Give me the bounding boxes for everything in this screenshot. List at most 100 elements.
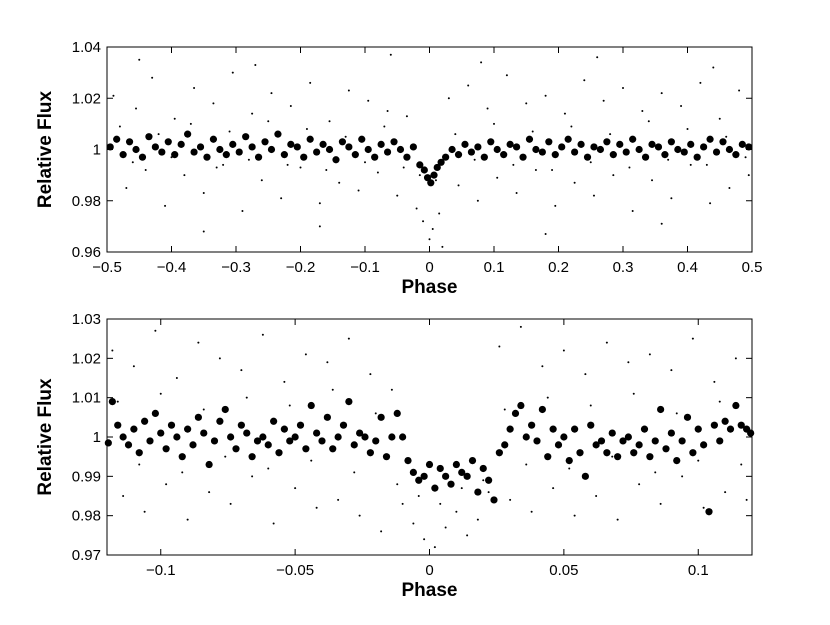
data-point	[660, 222, 663, 225]
binned-data-point	[173, 433, 181, 441]
binned-data-point	[558, 143, 566, 151]
y-tick-label: 0.96	[72, 244, 101, 261]
data-point	[143, 510, 146, 513]
data-point	[358, 514, 361, 517]
data-point	[193, 87, 196, 89]
data-point	[444, 526, 447, 529]
binned-data-point	[377, 413, 385, 421]
binned-data-point	[673, 457, 681, 465]
binned-data-point	[205, 460, 213, 469]
data-point	[641, 110, 644, 113]
x-tick-label: 0.1	[484, 259, 505, 276]
binned-data-point	[640, 425, 649, 433]
binned-data-point	[485, 476, 493, 484]
binned-data-point	[203, 153, 211, 161]
binned-data-point	[270, 417, 278, 425]
data-point	[439, 502, 442, 505]
data-point	[631, 210, 634, 212]
data-point	[325, 169, 328, 171]
data-point	[596, 56, 599, 59]
binned-data-point	[291, 433, 299, 441]
binned-data-point	[393, 409, 401, 417]
data-point	[154, 329, 157, 332]
data-point	[712, 66, 715, 69]
binned-data-point	[350, 441, 358, 449]
data-point	[602, 99, 605, 102]
data-point	[289, 104, 292, 107]
data-point	[144, 169, 147, 171]
binned-data-point	[254, 153, 263, 161]
data-point	[628, 166, 631, 169]
data-point	[568, 467, 571, 470]
x-tick-label: −0.1	[146, 562, 176, 579]
binned-data-point	[694, 425, 702, 433]
binned-data-point	[177, 140, 185, 148]
data-point	[595, 495, 598, 497]
data-point	[476, 518, 479, 521]
data-point	[151, 76, 154, 79]
data-point	[563, 112, 566, 115]
y-tick-label: 1.01	[72, 390, 101, 407]
data-point	[228, 130, 231, 133]
y-tick-label: 1	[93, 142, 101, 159]
binned-data-point	[190, 148, 198, 156]
binned-data-point	[737, 421, 745, 429]
binned-data-point	[597, 437, 606, 445]
y-tick-label: 1.04	[72, 39, 101, 56]
data-point	[112, 94, 115, 97]
binned-data-point	[151, 409, 159, 417]
binned-data-point	[390, 138, 398, 146]
binned-data-point	[452, 460, 460, 469]
binned-data-point	[533, 437, 541, 445]
data-point	[670, 369, 673, 372]
binned-data-point	[130, 425, 138, 433]
binned-data-point	[229, 140, 237, 148]
binned-data-point	[480, 153, 488, 161]
binned-data-point	[576, 449, 584, 457]
binned-data-point	[596, 145, 605, 154]
binned-data-point	[280, 151, 288, 159]
x-axis-title: Phase	[402, 277, 458, 298]
binned-data-point	[616, 140, 624, 148]
data-point	[647, 120, 650, 123]
binned-data-point	[259, 433, 267, 441]
binned-data-point	[437, 158, 445, 166]
data-point	[573, 514, 576, 517]
data-point	[431, 227, 434, 230]
data-point	[697, 459, 700, 462]
data-point	[447, 97, 450, 100]
binned-data-point	[726, 425, 735, 433]
data-point	[331, 388, 334, 391]
binned-data-point	[608, 429, 616, 437]
binned-data-point	[467, 148, 476, 156]
binned-data-point	[592, 441, 600, 449]
binned-data-point	[490, 496, 498, 504]
binned-data-point	[293, 143, 301, 151]
binned-data-point	[235, 148, 243, 156]
data-point	[383, 125, 386, 128]
binned-data-point	[113, 135, 121, 143]
binned-data-point	[313, 148, 321, 156]
binned-data-point	[678, 437, 686, 445]
binned-data-point	[164, 138, 172, 146]
binned-data-point	[242, 133, 250, 141]
y-tick-label: 0.97	[72, 547, 101, 564]
data-point	[689, 163, 692, 166]
x-tick-label: 0	[425, 562, 433, 579]
binned-data-point	[622, 148, 630, 156]
binned-data-point	[667, 138, 675, 146]
data-point	[245, 396, 248, 399]
binned-data-point	[549, 425, 557, 433]
binned-data-point	[454, 151, 463, 159]
data-point	[422, 220, 425, 223]
binned-data-point	[583, 153, 592, 161]
data-point	[509, 498, 512, 501]
binned-data-point	[732, 401, 740, 410]
binned-data-point	[248, 143, 256, 151]
binned-data-point	[522, 433, 530, 441]
data-point	[570, 125, 573, 128]
data-point	[376, 171, 379, 174]
binned-data-point	[479, 464, 487, 473]
binned-data-point	[431, 484, 439, 492]
binned-data-point	[581, 472, 589, 480]
